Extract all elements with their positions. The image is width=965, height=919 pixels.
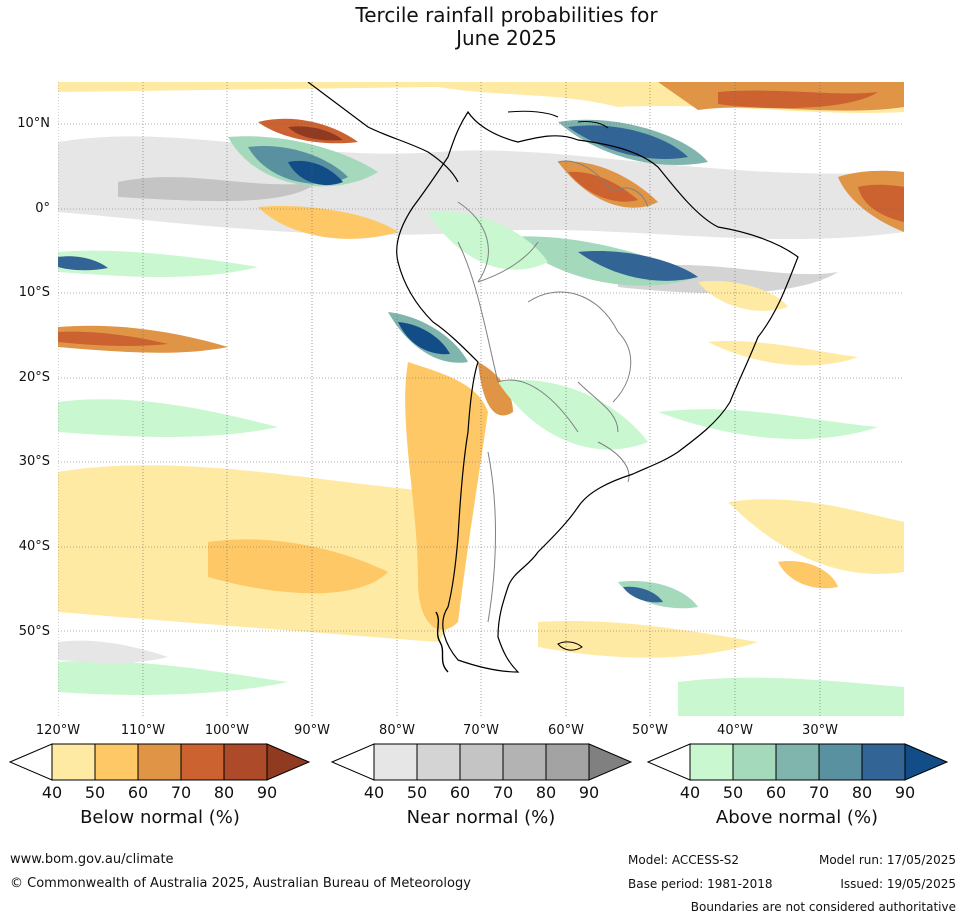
map-svg <box>58 82 904 716</box>
near-tick-60: 60 <box>449 783 471 802</box>
lat-label-10s: 10°S <box>18 285 50 300</box>
title-line-2: June 2025 <box>456 26 557 50</box>
legend-title-near: Near normal (%) <box>406 807 556 828</box>
near-tick-90: 90 <box>578 783 600 802</box>
lon-label-90w: 90°W <box>294 723 330 738</box>
central-america-coastline <box>307 82 459 183</box>
colorbar-near-normal <box>330 743 633 781</box>
lat-label-50s: 50°S <box>18 624 50 639</box>
probability-shading <box>58 82 904 716</box>
below-tick-60: 60 <box>127 783 149 802</box>
colorbar-near-swatch-low <box>330 743 375 781</box>
colorbar-below-swatch-2 <box>137 743 182 781</box>
lon-label-110w: 110°W <box>120 723 166 738</box>
colorbar-below-swatch-5 <box>266 743 311 781</box>
forecast-map <box>58 82 904 716</box>
lon-label-30w: 30°W <box>802 723 838 738</box>
below-tick-70: 70 <box>170 783 192 802</box>
colorbar-above-swatch-0 <box>689 743 734 781</box>
near-tick-70: 70 <box>492 783 514 802</box>
colorbar-above-swatch-1 <box>732 743 777 781</box>
model-run-text: Model run: 17/05/2025 <box>818 853 956 867</box>
falkland-islands <box>557 641 583 651</box>
near-tick-50: 50 <box>406 783 428 802</box>
colorbar-below-swatch-low <box>8 743 53 781</box>
colorbar-near-swatch-4 <box>545 743 590 781</box>
lon-label-60w: 60°W <box>548 723 584 738</box>
chart-title: Tercile rainfall probabilities for June … <box>0 4 965 50</box>
graticule <box>58 82 904 716</box>
lat-label-30s: 30°S <box>18 454 50 469</box>
colorbar-below-normal <box>8 743 311 781</box>
below-tick-80: 80 <box>213 783 235 802</box>
above-tick-80: 80 <box>851 783 873 802</box>
above-tick-90: 90 <box>894 783 916 802</box>
lon-label-40w: 40°W <box>717 723 753 738</box>
above-tick-70: 70 <box>808 783 830 802</box>
base-period-text: Base period: 1981-2018 <box>628 877 773 891</box>
legend-title-below: Below normal (%) <box>80 807 240 828</box>
issued-text: Issued: 19/05/2025 <box>840 877 956 891</box>
title-line-1: Tercile rainfall probabilities for <box>355 3 658 27</box>
legend-title-above: Above normal (%) <box>715 807 879 828</box>
near-tick-40: 40 <box>363 783 385 802</box>
colorbar-above-swatch-3 <box>818 743 863 781</box>
colorbar-below-swatch-4 <box>223 743 268 781</box>
copyright-text: © Commonwealth of Australia 2025, Austra… <box>10 876 471 891</box>
lon-label-80w: 80°W <box>379 723 415 738</box>
near-tick-80: 80 <box>535 783 557 802</box>
colorbar-above-swatch-5 <box>904 743 949 781</box>
colorbar-above-swatch-2 <box>775 743 820 781</box>
country-borders <box>457 160 649 623</box>
colorbar-above-normal <box>646 743 949 781</box>
colorbar-near-swatch-3 <box>502 743 547 781</box>
lon-label-120w: 120°W <box>35 723 81 738</box>
lon-label-50w: 50°W <box>632 723 668 738</box>
lat-label-0: 0° <box>35 201 50 216</box>
above-tick-60: 60 <box>765 783 787 802</box>
above-tick-50: 50 <box>722 783 744 802</box>
lat-label-10n: 10°N <box>17 116 50 131</box>
model-text: Model: ACCESS-S2 <box>628 853 740 867</box>
southern-chile-fjords <box>435 611 449 673</box>
colorbar-below-swatch-1 <box>94 743 139 781</box>
colorbar-near-swatch-1 <box>416 743 461 781</box>
colorbar-near-swatch-0 <box>373 743 418 781</box>
colorbar-near-swatch-2 <box>459 743 504 781</box>
south-america-coastline <box>396 110 799 673</box>
lon-label-70w: 70°W <box>463 723 499 738</box>
above-tick-40: 40 <box>679 783 701 802</box>
colorbar-above-swatch-low <box>646 743 691 781</box>
lat-label-20s: 20°S <box>18 370 50 385</box>
colorbar-below-swatch-3 <box>180 743 225 781</box>
lat-label-40s: 40°S <box>18 539 50 554</box>
boundaries-note: Boundaries are not considered authoritat… <box>690 900 956 914</box>
caribbean-islands <box>507 110 609 129</box>
colorbar-below-swatch-0 <box>51 743 96 781</box>
colorbar-near-swatch-5 <box>588 743 633 781</box>
website-link[interactable]: www.bom.gov.au/climate <box>10 852 174 867</box>
below-tick-90: 90 <box>256 783 278 802</box>
below-tick-40: 40 <box>41 783 63 802</box>
lon-label-100w: 100°W <box>204 723 250 738</box>
below-tick-50: 50 <box>84 783 106 802</box>
colorbar-above-swatch-4 <box>861 743 906 781</box>
